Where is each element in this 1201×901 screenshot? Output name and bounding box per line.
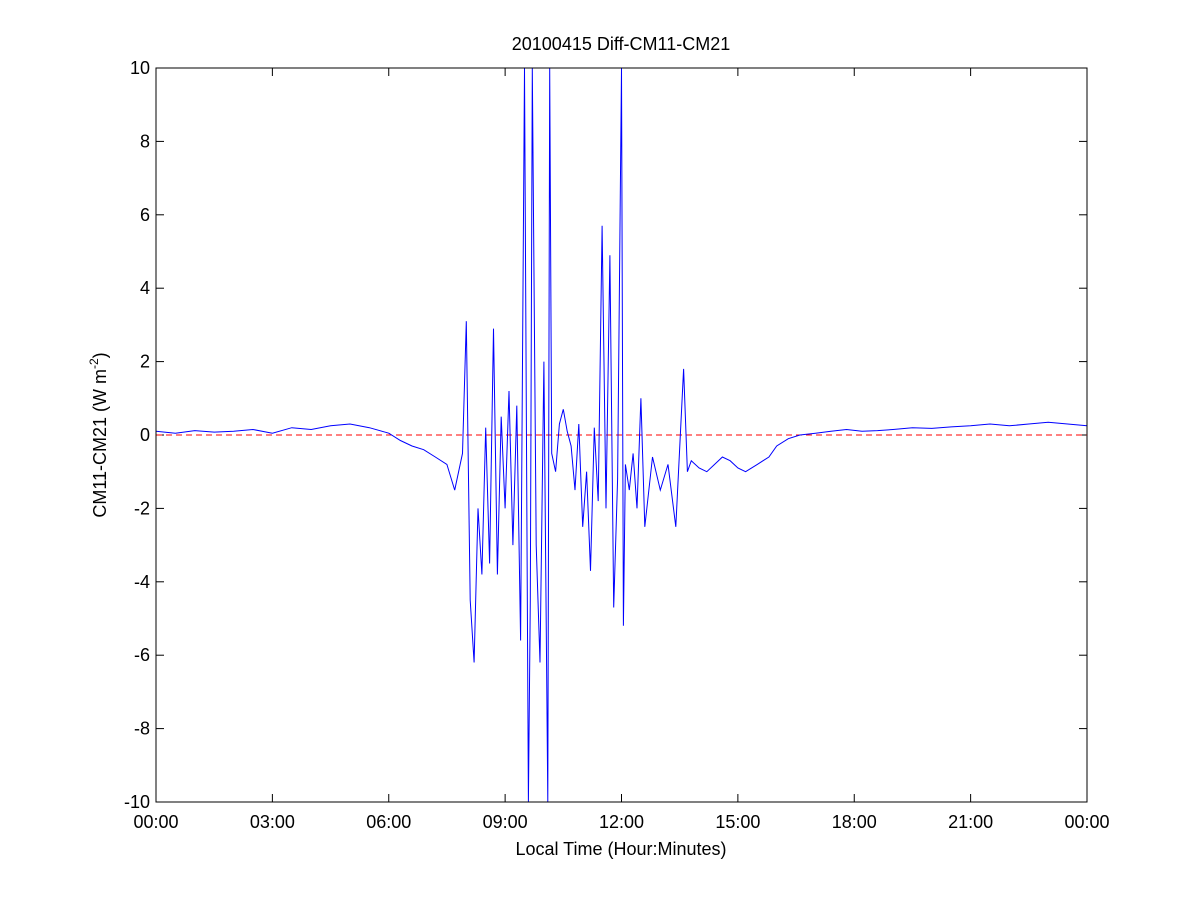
x-tick-label: 12:00 bbox=[599, 812, 644, 832]
chart-title: 20100415 Diff-CM11-CM21 bbox=[512, 34, 730, 54]
y-tick-label: 8 bbox=[140, 131, 150, 151]
y-tick-label: -4 bbox=[134, 572, 150, 592]
y-tick-label: 4 bbox=[140, 278, 150, 298]
y-tick-label: -2 bbox=[134, 498, 150, 518]
x-tick-label: 03:00 bbox=[250, 812, 295, 832]
y-axis-label-main: CM11-CM21 (W m bbox=[90, 369, 110, 518]
x-tick-label: 00:00 bbox=[1064, 812, 1109, 832]
y-tick-label: -8 bbox=[134, 719, 150, 739]
x-tick-label: 18:00 bbox=[832, 812, 877, 832]
x-tick-label: 00:00 bbox=[133, 812, 178, 832]
x-axis-label: Local Time (Hour:Minutes) bbox=[515, 839, 726, 859]
x-tick-label: 15:00 bbox=[715, 812, 760, 832]
y-tick-label: 0 bbox=[140, 425, 150, 445]
series-line-cm11-cm21 bbox=[155, 67, 1088, 803]
y-tick-label: -10 bbox=[124, 792, 150, 812]
y-axis-label-suffix: ) bbox=[90, 352, 110, 358]
y-tick-label: 10 bbox=[130, 58, 150, 78]
y-axis-label-superscript: -2 bbox=[87, 358, 101, 369]
plot-frame bbox=[155, 67, 1088, 803]
x-tick-label: 09:00 bbox=[483, 812, 528, 832]
x-axis-ticks: 00:00 03:00 06:00 09:00 12:00 15:00 18:00 21:00… bbox=[133, 68, 1110, 832]
y-tick-label: -6 bbox=[134, 645, 150, 665]
x-tick-label: 06:00 bbox=[366, 812, 411, 832]
y-axis-label: CM11-CM21 (W m-2) bbox=[87, 352, 110, 517]
y-tick-label: 2 bbox=[140, 352, 150, 372]
y-tick-label: 6 bbox=[140, 205, 150, 225]
y-axis-ticks: -10 -8 -6 -4 -2 0 2 4 6 8 10 bbox=[124, 58, 1087, 812]
x-tick-label: 21:00 bbox=[948, 812, 993, 832]
